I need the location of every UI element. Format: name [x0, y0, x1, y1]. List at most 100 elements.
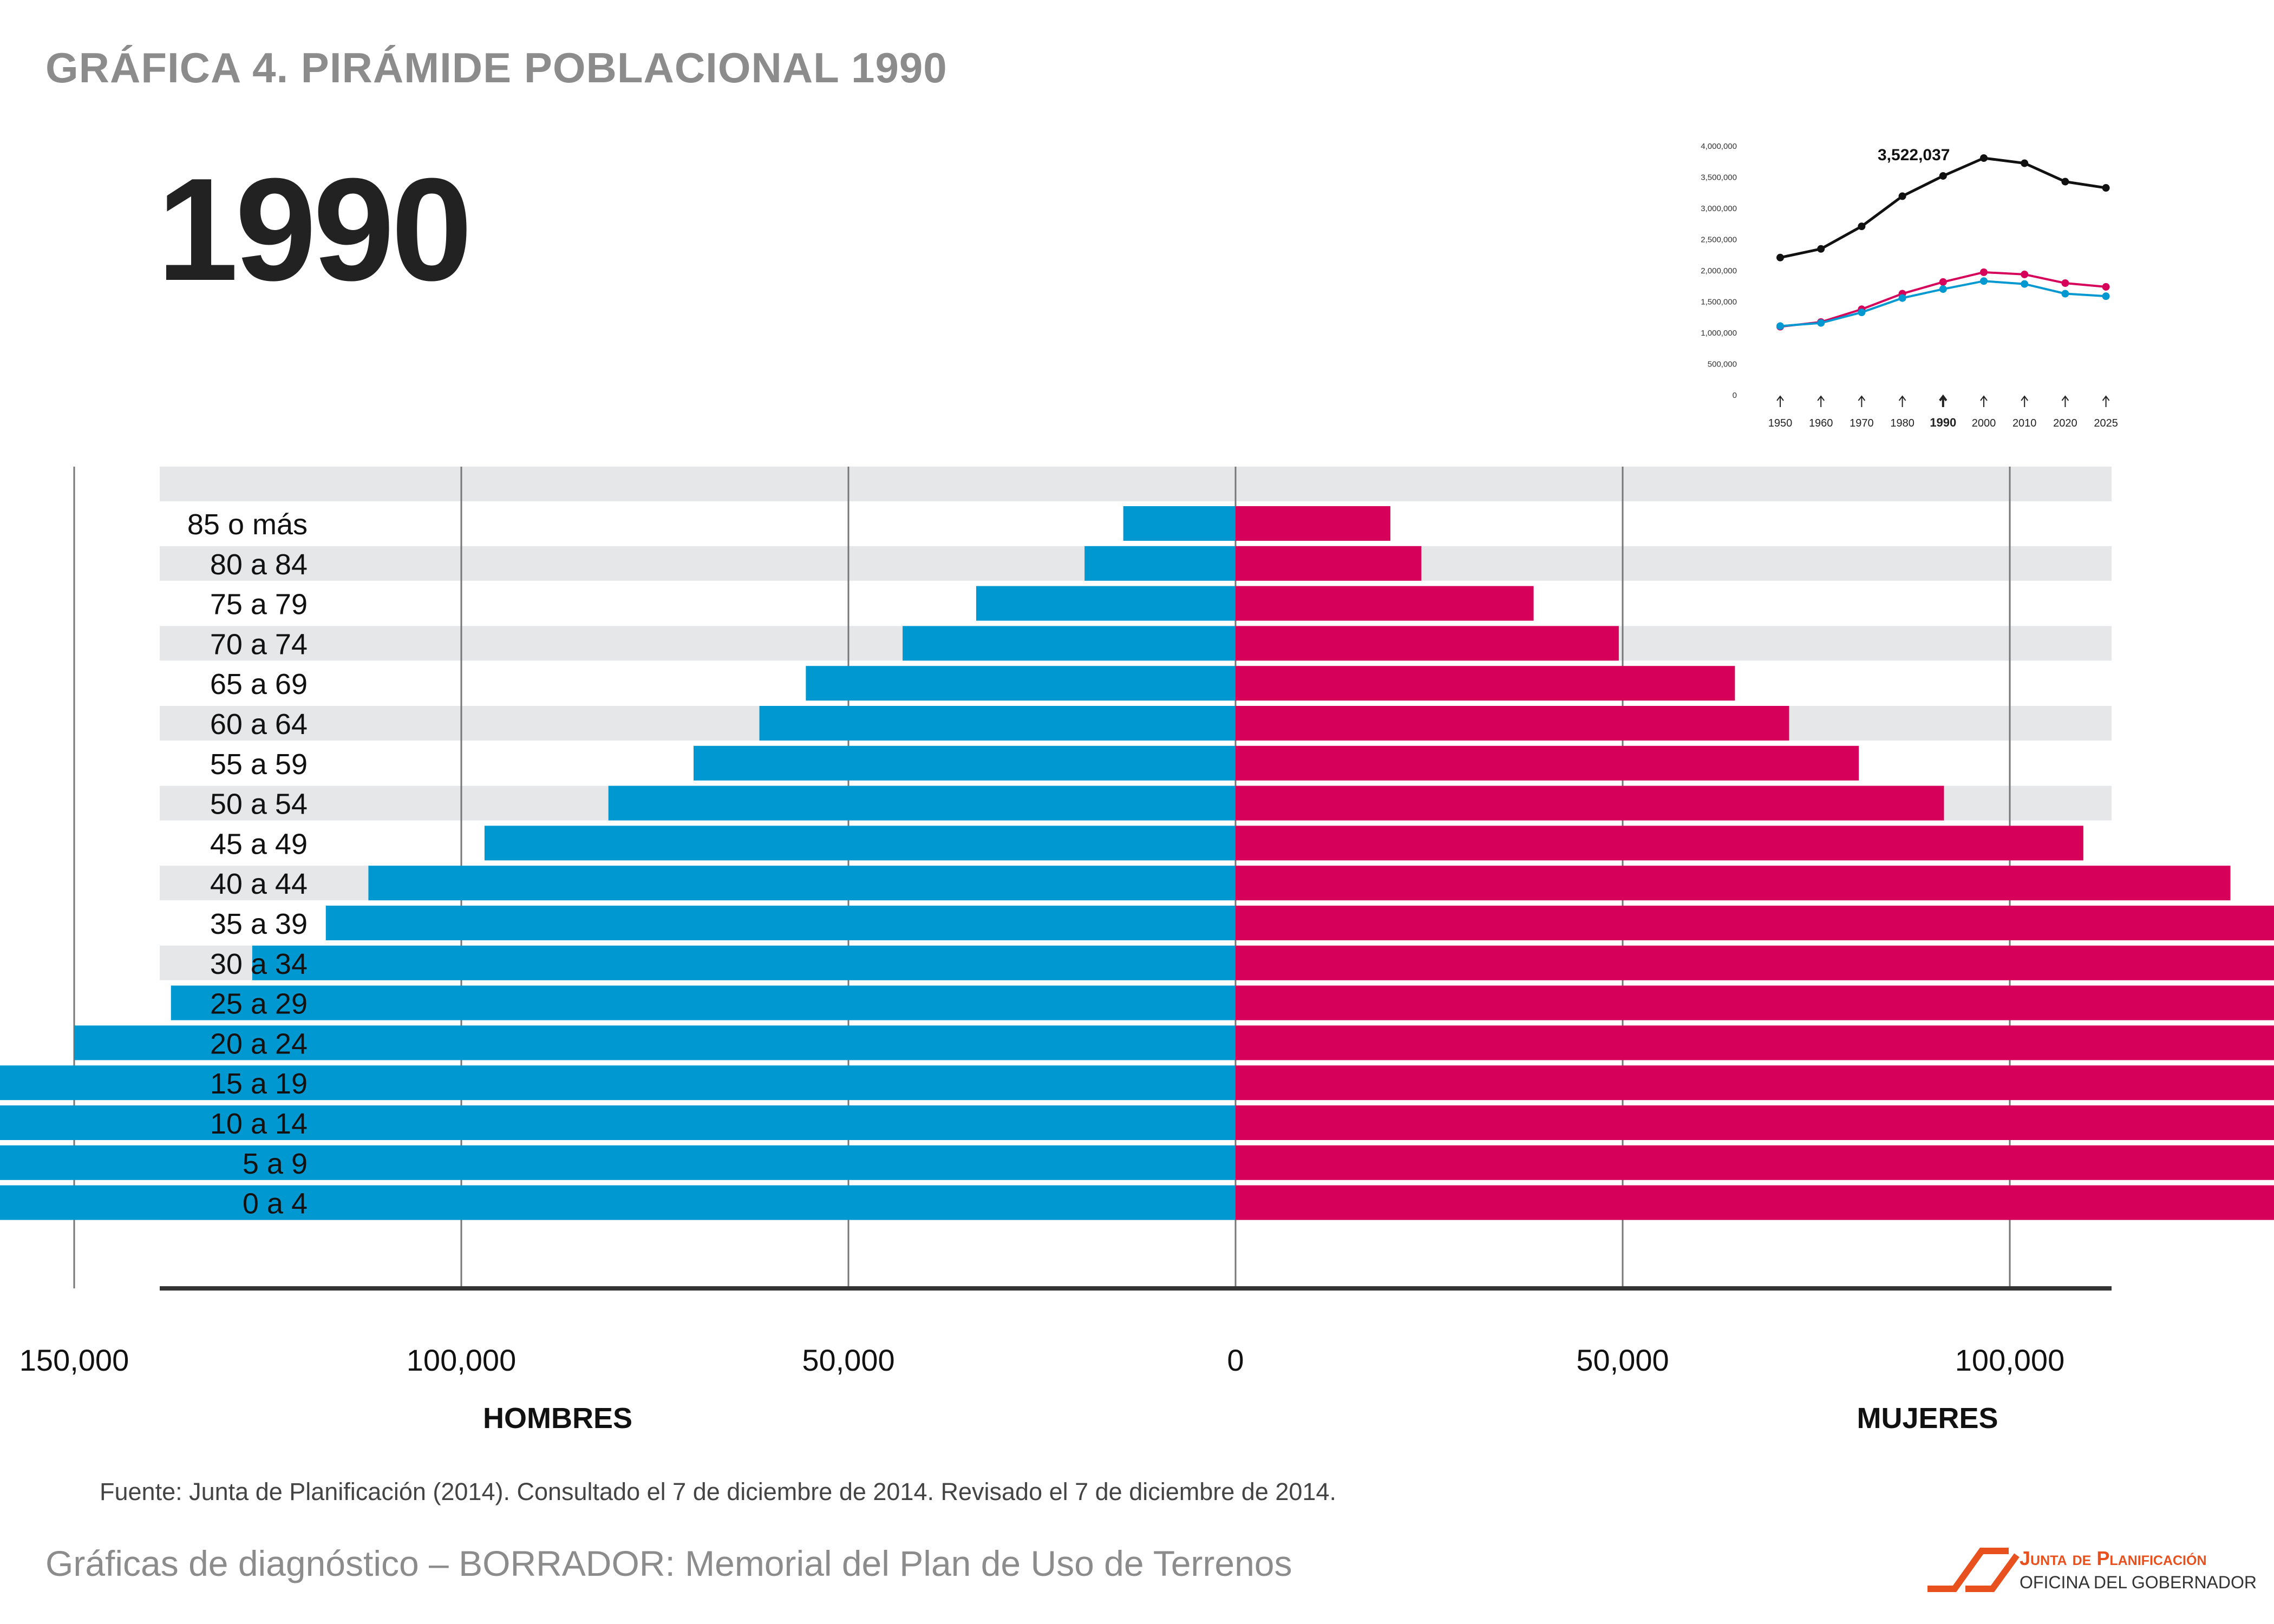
x-tick-label: 50,000	[802, 1343, 894, 1377]
bar-mujeres	[1236, 626, 1619, 661]
logo-mark-icon	[1927, 1548, 2009, 1592]
logo-subtitle: OFICINA DEL GOBERNADOR	[2020, 1573, 2257, 1592]
mini-x-tick-label: 1950	[1768, 417, 1793, 429]
junta-planificacion-logo	[1927, 1548, 2020, 1592]
mini-y-tick-label: 3,500,000	[1701, 173, 1737, 182]
document-subtitle: Gráficas de diagnóstico – BORRADOR: Memo…	[45, 1543, 1292, 1583]
mini-point	[1898, 294, 1906, 302]
bar-hombres	[484, 826, 1236, 861]
mini-point	[1817, 245, 1825, 253]
bar-hombres	[171, 985, 1236, 1020]
category-label: 35 a 39	[210, 908, 308, 940]
bar-hombres	[903, 626, 1236, 661]
bar-hombres	[1084, 546, 1236, 581]
bar-hombres	[0, 1065, 1236, 1101]
bar-hombres	[0, 1145, 1236, 1180]
bar-hombres	[325, 906, 1236, 940]
category-label: 75 a 79	[210, 588, 308, 621]
category-label: 85 o más	[187, 508, 308, 541]
category-label: 60 a 64	[210, 708, 308, 741]
mini-x-tick-label: 2020	[2053, 417, 2077, 429]
mini-y-tick-label: 500,000	[1708, 360, 1737, 369]
bar-hombres	[74, 1025, 1236, 1060]
mini-y-tick-label: 3,000,000	[1701, 204, 1737, 213]
category-label: 30 a 34	[210, 948, 308, 980]
mini-point	[2102, 283, 2110, 291]
mini-point	[2061, 279, 2069, 287]
mini-x-tick-label: 2025	[2094, 417, 2118, 429]
bar-mujeres	[1236, 985, 2274, 1020]
bar-hombres	[0, 1105, 1236, 1140]
bar-hombres	[1123, 506, 1236, 541]
mini-point	[1776, 253, 1784, 261]
bar-mujeres	[1236, 1065, 2274, 1101]
mini-point	[1939, 172, 1947, 180]
category-label: 25 a 29	[210, 988, 308, 1020]
mini-point	[2102, 184, 2110, 192]
axis-label-hombres: HOMBRES	[483, 1402, 632, 1435]
mini-y-tick-label: 1,500,000	[1701, 298, 1737, 307]
mini-arrow-icon	[1898, 395, 1906, 407]
mini-arrow-icon	[1939, 394, 1948, 407]
axis-label-mujeres: MUJERES	[1857, 1402, 1998, 1435]
category-label: 65 a 69	[210, 668, 308, 700]
mini-arrow-icon	[2021, 395, 2028, 407]
bar-mujeres	[1236, 546, 1422, 581]
bar-mujeres	[1236, 1025, 2274, 1060]
bar-mujeres	[1236, 1185, 2274, 1220]
source-note: Fuente: Junta de Planificación (2014). C…	[100, 1478, 1336, 1505]
bar-hombres	[252, 945, 1236, 980]
category-label: 20 a 24	[210, 1027, 308, 1060]
mini-point	[2061, 290, 2069, 298]
category-label: 40 a 44	[210, 868, 308, 900]
x-tick-label: 150,000	[19, 1343, 129, 1377]
mini-x-tick-label: 2000	[1972, 417, 1996, 429]
mini-y-tick-label: 0	[1733, 391, 1737, 400]
bar-mujeres	[1236, 826, 2083, 861]
mini-point	[1858, 222, 1866, 231]
mini-point	[2021, 159, 2029, 167]
mini-y-tick-label: 2,000,000	[1701, 266, 1737, 276]
mini-y-tick-label: 4,000,000	[1701, 142, 1737, 151]
bar-mujeres	[1236, 506, 1390, 541]
bar-mujeres	[1236, 906, 2274, 940]
mini-point	[1939, 285, 1947, 293]
bar-hombres	[759, 706, 1236, 741]
mini-annotation: 3,522,037	[1878, 146, 1950, 164]
category-label: 70 a 74	[210, 628, 308, 660]
bar-mujeres	[1236, 745, 1859, 781]
mini-point	[1817, 319, 1825, 327]
mini-x-tick-label: 1970	[1850, 417, 1874, 429]
logo-title: Junta de Planificación	[2020, 1547, 2207, 1569]
bar-mujeres	[1236, 706, 1789, 741]
bar-mujeres	[1236, 945, 2274, 980]
mini-point	[1858, 309, 1866, 317]
mini-y-tick-label: 2,500,000	[1701, 235, 1737, 245]
bar-mujeres	[1236, 1145, 2274, 1180]
page-title: GRÁFICA 4. PIRÁMIDE POBLACIONAL 1990	[45, 44, 948, 91]
x-tick-label: 100,000	[407, 1343, 516, 1377]
bar-hombres	[694, 745, 1236, 781]
category-label: 15 a 19	[210, 1068, 308, 1100]
mini-x-tick-label: 2010	[2012, 417, 2037, 429]
mini-x-tick-label: 1990	[1930, 416, 1956, 429]
mini-arrow-icon	[1858, 395, 1866, 407]
mini-point	[1980, 268, 1988, 276]
x-tick-label: 0	[1227, 1343, 1244, 1377]
background-band	[160, 467, 2112, 501]
mini-point	[2102, 292, 2110, 300]
bar-mujeres	[1236, 1105, 2274, 1140]
category-label: 80 a 84	[210, 548, 308, 581]
category-label: 10 a 14	[210, 1108, 308, 1140]
category-label: 55 a 59	[210, 748, 308, 781]
mini-point	[1898, 192, 1906, 200]
mini-x-tick-label: 1980	[1890, 417, 1914, 429]
bar-hombres	[368, 866, 1236, 901]
category-label: 50 a 54	[210, 788, 308, 821]
bar-mujeres	[1236, 866, 2231, 901]
bar-hombres	[0, 1185, 1236, 1220]
mini-point	[2061, 178, 2069, 186]
bar-mujeres	[1236, 785, 1944, 821]
